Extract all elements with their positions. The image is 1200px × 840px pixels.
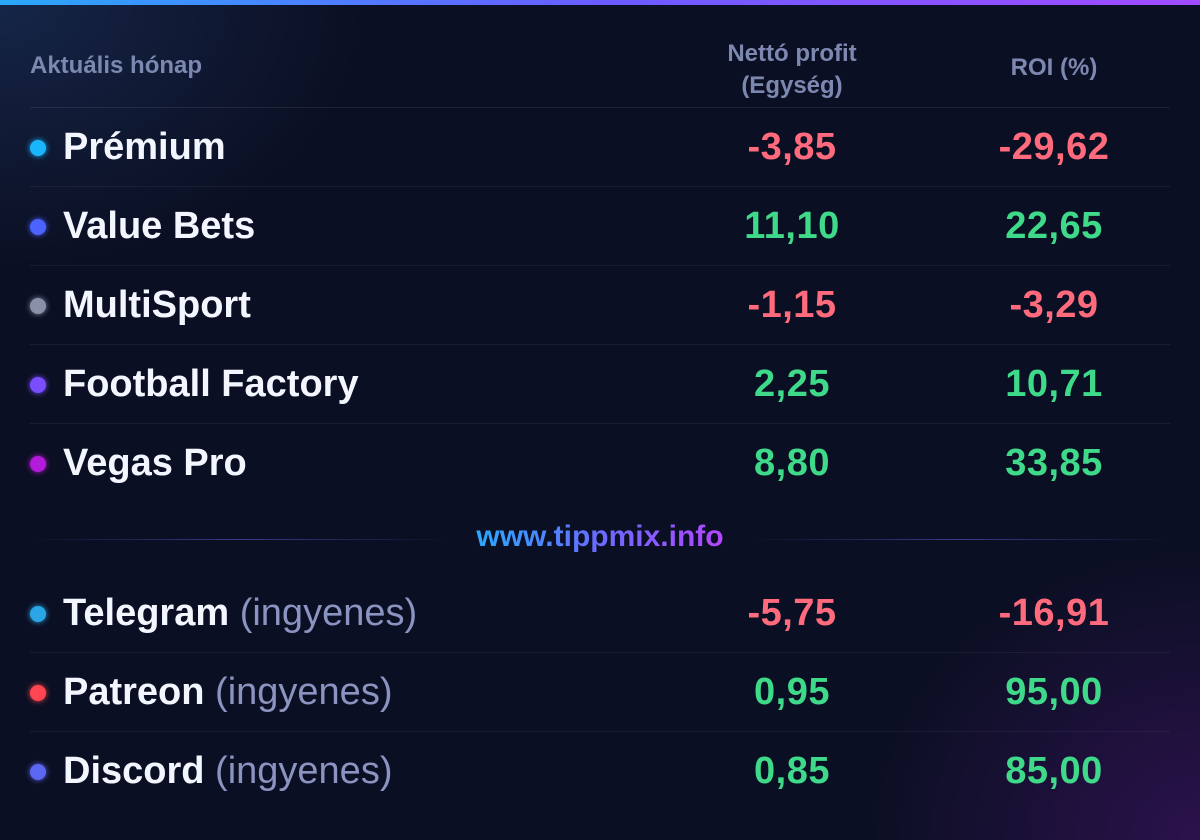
status-dot-icon <box>30 685 46 701</box>
divider-line-left <box>30 539 450 540</box>
net-profit-value: -1,15 <box>747 284 837 326</box>
table-row: Patreon (ingyenes) 0,95 95,00 <box>30 653 1170 732</box>
net-profit-value: 0,95 <box>754 671 830 713</box>
service-title: Patreon <box>63 671 205 713</box>
status-dot-icon <box>30 298 46 314</box>
service-name: Vegas Pro <box>63 442 247 485</box>
brand-divider: www.tippmix.info <box>30 503 1170 574</box>
service-title: Vegas Pro <box>63 442 247 484</box>
top-accent-bar <box>0 0 1200 5</box>
service-name: Football Factory <box>63 363 359 406</box>
table-row: Prémium -3,85 -29,62 <box>30 108 1170 187</box>
status-dot-icon <box>30 456 46 472</box>
service-title: Value Bets <box>63 205 256 247</box>
service-name: Telegram (ingyenes) <box>63 592 417 635</box>
status-dot-icon <box>30 377 46 393</box>
service-subtitle: (ingyenes) <box>215 671 393 713</box>
service-subtitle: (ingyenes) <box>239 592 418 634</box>
roi-value: 33,85 <box>1005 442 1103 484</box>
net-profit-value: 8,80 <box>754 442 830 484</box>
service-name: Prémium <box>63 126 226 169</box>
roi-value: -16,91 <box>998 592 1110 634</box>
roi-value: -29,62 <box>998 126 1110 168</box>
table-row: Football Factory 2,25 10,71 <box>30 345 1170 424</box>
profit-column-header: Nettó profit (Egység) <box>662 38 922 102</box>
profit-header-line2: (Egység) <box>741 72 843 99</box>
roi-value: 10,71 <box>1005 363 1103 405</box>
service-name: Patreon (ingyenes) <box>63 671 392 714</box>
net-profit-value: 11,10 <box>744 205 840 247</box>
service-title: Telegram <box>63 592 230 634</box>
table-row: Discord (ingyenes) 0,85 85,00 <box>30 732 1170 811</box>
status-dot-icon <box>30 140 46 156</box>
net-profit-value: 0,85 <box>754 750 830 792</box>
table-header: Aktuális hónap Nettó profit (Egység) ROI… <box>30 30 1170 108</box>
service-title: Football Factory <box>63 363 359 405</box>
profit-header-line1: Nettó profit <box>727 40 857 67</box>
roi-column-header: ROI (%) <box>1010 54 1098 81</box>
service-name: MultiSport <box>63 284 251 327</box>
service-name: Discord (ingyenes) <box>63 750 392 793</box>
table-row: Value Bets 11,10 22,65 <box>30 187 1170 266</box>
roi-value: 22,65 <box>1005 205 1103 247</box>
divider-line-right <box>750 539 1170 540</box>
table-row: Vegas Pro 8,80 33,85 <box>30 424 1170 503</box>
brand-link[interactable]: www.tippmix.info <box>30 520 1170 554</box>
table-row: MultiSport -1,15 -3,29 <box>30 266 1170 345</box>
status-dot-icon <box>30 606 46 622</box>
roi-value: -3,29 <box>1009 284 1099 326</box>
results-table: Aktuális hónap Nettó profit (Egység) ROI… <box>30 30 1170 811</box>
net-profit-value: 2,25 <box>754 363 830 405</box>
net-profit-value: -5,75 <box>747 592 837 634</box>
service-title: Prémium <box>63 126 226 168</box>
free-rows: Telegram (ingyenes) -5,75 -16,91 Patreon (i… <box>30 574 1170 811</box>
paid-rows: Prémium -3,85 -29,62 Value Bets 11,10 22,65 Mu… <box>30 108 1170 503</box>
brand-text: www.tippmix.info <box>476 520 724 553</box>
service-name: Value Bets <box>63 205 255 248</box>
status-dot-icon <box>30 764 46 780</box>
service-subtitle: (ingyenes) <box>215 750 393 792</box>
roi-value: 85,00 <box>1005 750 1103 792</box>
service-title: Discord <box>63 750 205 792</box>
service-title: MultiSport <box>63 284 251 326</box>
period-label: Aktuális hónap <box>30 52 203 79</box>
table-row: Telegram (ingyenes) -5,75 -16,91 <box>30 574 1170 653</box>
status-dot-icon <box>30 219 46 235</box>
roi-value: 95,00 <box>1005 671 1103 713</box>
net-profit-value: -3,85 <box>747 126 837 168</box>
